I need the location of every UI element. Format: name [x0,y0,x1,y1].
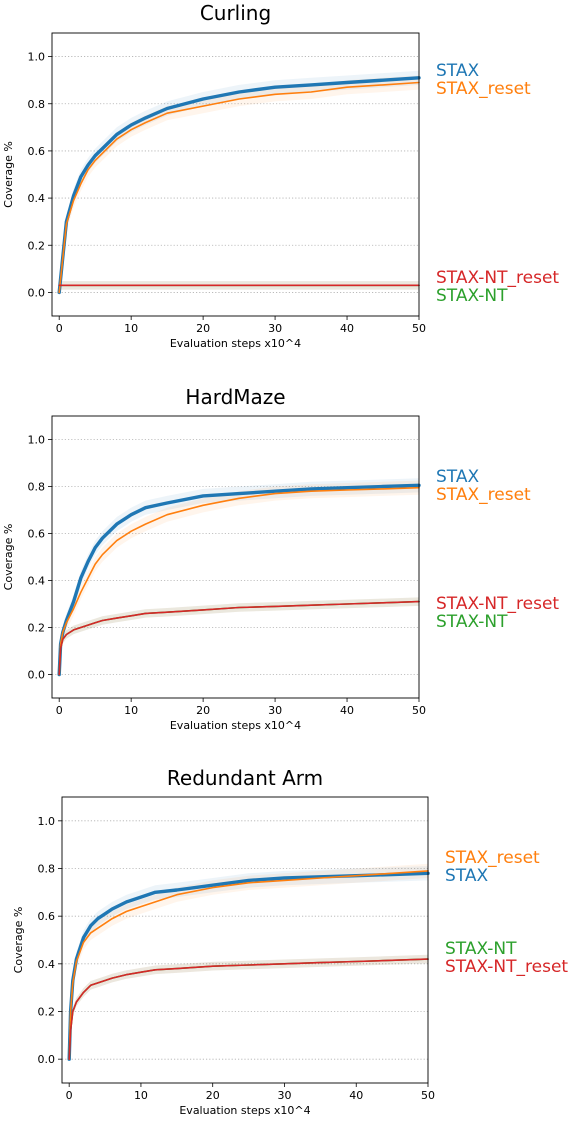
y-tick-label: 0.8 [38,863,56,876]
series-band-stax-reset [59,75,419,293]
series-line-stax-nt-reset [58,600,420,676]
legend-label-stax-nt: STAX-NT [445,939,517,959]
y-tick-label: 0.6 [38,910,56,923]
y-tick-label: 0.0 [28,286,46,299]
x-tick-label: 30 [277,1089,291,1102]
legend-label-stax: STAX [436,61,479,81]
y-tick-label: 0.2 [38,1006,56,1019]
legend-label-stax-nt-reset: STAX-NT_reset [436,594,559,614]
x-tick-label: 40 [340,704,354,717]
x-tick-label: 20 [206,1089,220,1102]
chart-panel-hardmaze: HardMaze 0.0 0.2 0.4 0.6 0.8 1.0 0 10 20 30 40 50 Eva… [2,385,559,732]
series-band-stax-nt [69,954,428,1060]
y-tick-label: 1.0 [38,815,56,828]
y-tick-label: 0.6 [28,528,46,541]
y-axis-label: Coverage % [2,141,15,208]
x-tick-label: 10 [124,322,138,335]
x-axis-label: Evaluation steps x10^4 [179,1104,310,1117]
series-line-stax-reset [58,486,420,676]
series-line-stax [57,76,421,295]
x-axis-label: Evaluation steps x10^4 [170,337,301,350]
y-tick-label: 1.0 [28,434,46,447]
series-line-stax-reset [68,870,429,1060]
y-tick-label: 0.4 [38,958,56,971]
series-band-stax-nt [59,597,419,675]
legend-label-stax: STAX [436,467,479,487]
series-line-stax-reset [58,81,420,294]
series-line-stax-nt-reset [68,958,429,1060]
x-tick-label: 30 [268,704,282,717]
x-tick-label: 10 [134,1089,148,1102]
legend-label-stax: STAX [445,866,488,886]
y-axis-label: Coverage % [12,907,25,974]
legend-label-stax-reset: STAX_reset [445,848,540,868]
legend-label-stax-reset: STAX_reset [436,79,531,99]
chart-title: HardMaze [185,385,285,409]
y-tick-label: 0.4 [28,192,46,205]
y-tick-label: 0.6 [28,145,46,158]
y-axis-label: Coverage % [2,524,15,591]
x-tick-label: 20 [196,322,210,335]
x-tick-label: 40 [340,322,354,335]
y-tick-label: 0.8 [28,481,46,494]
x-tick-label: 10 [124,704,138,717]
y-tick-label: 0.0 [28,669,46,682]
chart-title: Curling [200,1,271,25]
x-tick-label: 0 [56,322,63,335]
plot-frame [61,796,429,1084]
chart-panel-redundant-arm: Redundant Arm 0.0 0.2 0.4 0.6 0.8 1.0 0 10 20 30 40… [12,766,568,1117]
legend-label-stax-nt: STAX-NT [436,286,508,306]
chart-title: Redundant Arm [167,766,323,790]
plot-frame [51,415,420,699]
x-tick-label: 0 [66,1089,73,1102]
series-line-stax [57,483,421,677]
x-tick-label: 50 [412,322,426,335]
series-band-stax [59,478,419,675]
y-tick-label: 0.0 [38,1053,56,1066]
y-tick-label: 0.8 [28,98,46,111]
y-tick-label: 0.2 [28,622,46,635]
chart-panel-curling: Curling 0.0 0.2 0.4 0.6 0.8 1.0 0 10 20 30 40 50 Eval… [2,1,559,350]
x-tick-label: 40 [349,1089,363,1102]
x-tick-label: 20 [196,704,210,717]
series-line-stax [67,871,430,1061]
legend-label-stax-nt-reset: STAX-NT_reset [445,957,568,977]
x-tick-label: 0 [56,704,63,717]
x-tick-label: 30 [268,322,282,335]
y-tick-label: 0.2 [28,239,46,252]
x-tick-label: 50 [421,1089,435,1102]
x-tick-label: 50 [412,704,426,717]
legend-label-stax-reset: STAX_reset [436,485,531,505]
legend-label-stax-nt-reset: STAX-NT_reset [436,268,559,288]
x-axis-label: Evaluation steps x10^4 [170,719,301,732]
plot-frame [51,32,420,317]
legend-label-stax-nt: STAX-NT [436,612,508,632]
series-band-stax-nt-reset [69,954,428,1060]
y-tick-label: 0.4 [28,575,46,588]
y-tick-label: 1.0 [28,51,46,64]
series-line-stax-nt [58,600,420,676]
series-band-stax-nt-reset [59,597,419,675]
series-band-stax-reset [59,480,419,675]
